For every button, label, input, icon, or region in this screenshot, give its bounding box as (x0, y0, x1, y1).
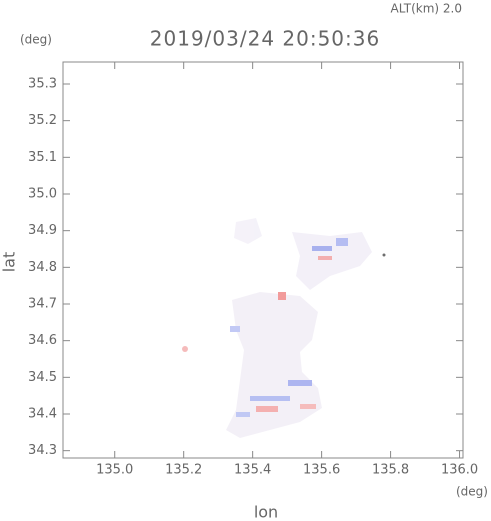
echo-region (226, 292, 322, 438)
echo-cell (336, 238, 348, 246)
plot-frame (62, 61, 464, 459)
x-tick-label: 136.0 (441, 463, 478, 478)
y-tick-label: 34.6 (28, 333, 57, 348)
x-tick-label: 135.8 (372, 463, 409, 478)
y-tick-label: 35.1 (28, 150, 57, 165)
y-tick-label: 34.9 (28, 223, 57, 238)
echo-cell (250, 396, 290, 401)
chart-title: 2019/03/24 20:50:36 (150, 27, 380, 51)
y-tick-label: 35.3 (28, 77, 57, 92)
x-tick-label: 135.4 (234, 463, 271, 478)
echo-cell (312, 246, 332, 251)
echo-region (292, 232, 372, 290)
echo-region (234, 218, 262, 244)
x-tick-label: 135.6 (303, 463, 340, 478)
echo-cell (300, 404, 316, 409)
y-tick-label: 34.7 (28, 297, 57, 312)
echo-cell (236, 412, 250, 417)
echo-field (182, 218, 386, 438)
x-axis-label: lon (254, 503, 278, 521)
echo-cell (288, 380, 312, 386)
x-tick-label: 135.2 (165, 463, 202, 478)
y-tick-label: 34.4 (28, 407, 57, 422)
echo-cell (278, 292, 286, 300)
y-tick-label: 35.2 (28, 113, 57, 128)
y-unit: (deg) (20, 33, 52, 47)
y-tick-label: 34.5 (28, 370, 57, 385)
altitude-label: ALT(km) 2.0 (391, 2, 462, 16)
y-tick-label: 35.0 (28, 187, 57, 202)
y-tick-label: 34.8 (28, 260, 57, 275)
y-axis-label: lat (0, 252, 19, 273)
y-tick-label: 34.3 (28, 443, 57, 458)
x-unit: (deg) (456, 485, 488, 499)
echo-cell (318, 256, 332, 260)
echo-cell (382, 253, 386, 257)
x-tick-label: 135.0 (96, 463, 133, 478)
echo-cell (182, 346, 188, 352)
echo-cell (230, 326, 240, 332)
echo-cell (256, 406, 278, 412)
